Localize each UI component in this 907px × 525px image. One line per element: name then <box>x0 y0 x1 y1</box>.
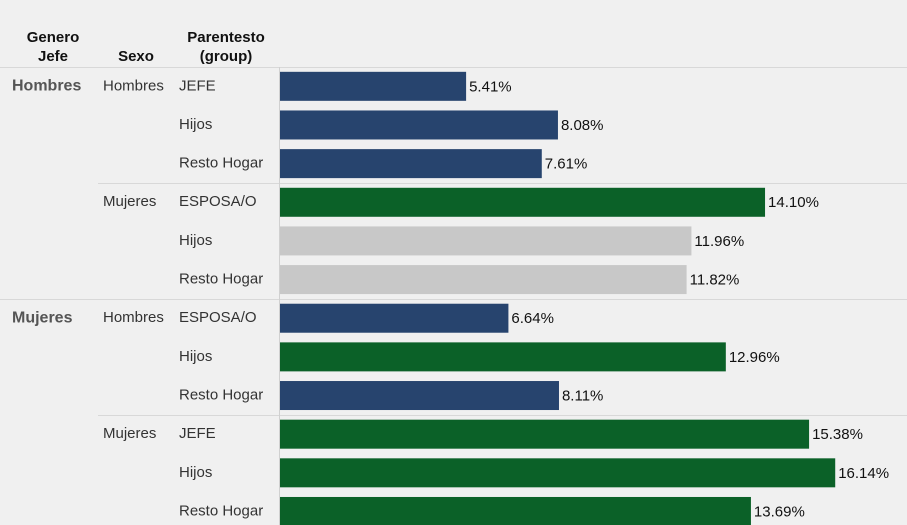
bar <box>280 419 810 449</box>
row-label: Resto Hogar <box>179 386 263 403</box>
value-label: 15.38% <box>812 426 863 443</box>
bar <box>280 342 726 372</box>
value-label: 8.08% <box>561 117 604 134</box>
row-label: Hijos <box>179 116 212 133</box>
bar <box>280 496 751 525</box>
bar <box>280 381 559 411</box>
bar <box>280 458 836 488</box>
row-label: Mujeres <box>103 425 156 442</box>
bar <box>280 303 509 333</box>
bar <box>280 71 467 101</box>
row-label: Hombres <box>103 77 164 94</box>
value-label: 11.82% <box>690 272 740 289</box>
bar <box>280 226 692 256</box>
value-label: 16.14% <box>838 465 889 482</box>
header: Genero Jefe <box>26 29 80 65</box>
row-label: ESPOSA/O <box>179 309 257 326</box>
bar <box>280 265 687 295</box>
value-label: 7.61% <box>545 156 588 173</box>
value-label: 5.41% <box>469 78 512 95</box>
bar <box>280 149 542 179</box>
bar <box>280 110 558 140</box>
value-label: 11.96% <box>694 233 744 250</box>
value-label: 8.11% <box>562 387 603 404</box>
value-label: 14.10% <box>768 194 819 211</box>
row-label: JEFE <box>179 77 216 94</box>
row-label: Resto Hogar <box>179 502 263 519</box>
row-label: JEFE <box>179 425 216 442</box>
row-label: ESPOSA/O <box>179 193 257 210</box>
row-label: Mujeres <box>103 193 156 210</box>
value-label: 12.96% <box>729 349 780 366</box>
row-label: Hombres <box>103 309 164 326</box>
row-label: Hijos <box>179 232 212 249</box>
row-label: Resto Hogar <box>179 155 263 172</box>
header: Parentesto (group) <box>187 29 265 65</box>
row-label: Resto Hogar <box>179 271 263 288</box>
value-label: 6.64% <box>511 310 554 327</box>
group-label: Hombres <box>12 78 81 95</box>
bar <box>280 187 766 217</box>
row-label: Hijos <box>179 464 212 481</box>
row-label: Hijos <box>179 348 212 365</box>
group-label: Mujeres <box>12 309 73 326</box>
value-label: 13.69% <box>754 503 805 520</box>
header: Sexo <box>118 48 154 65</box>
